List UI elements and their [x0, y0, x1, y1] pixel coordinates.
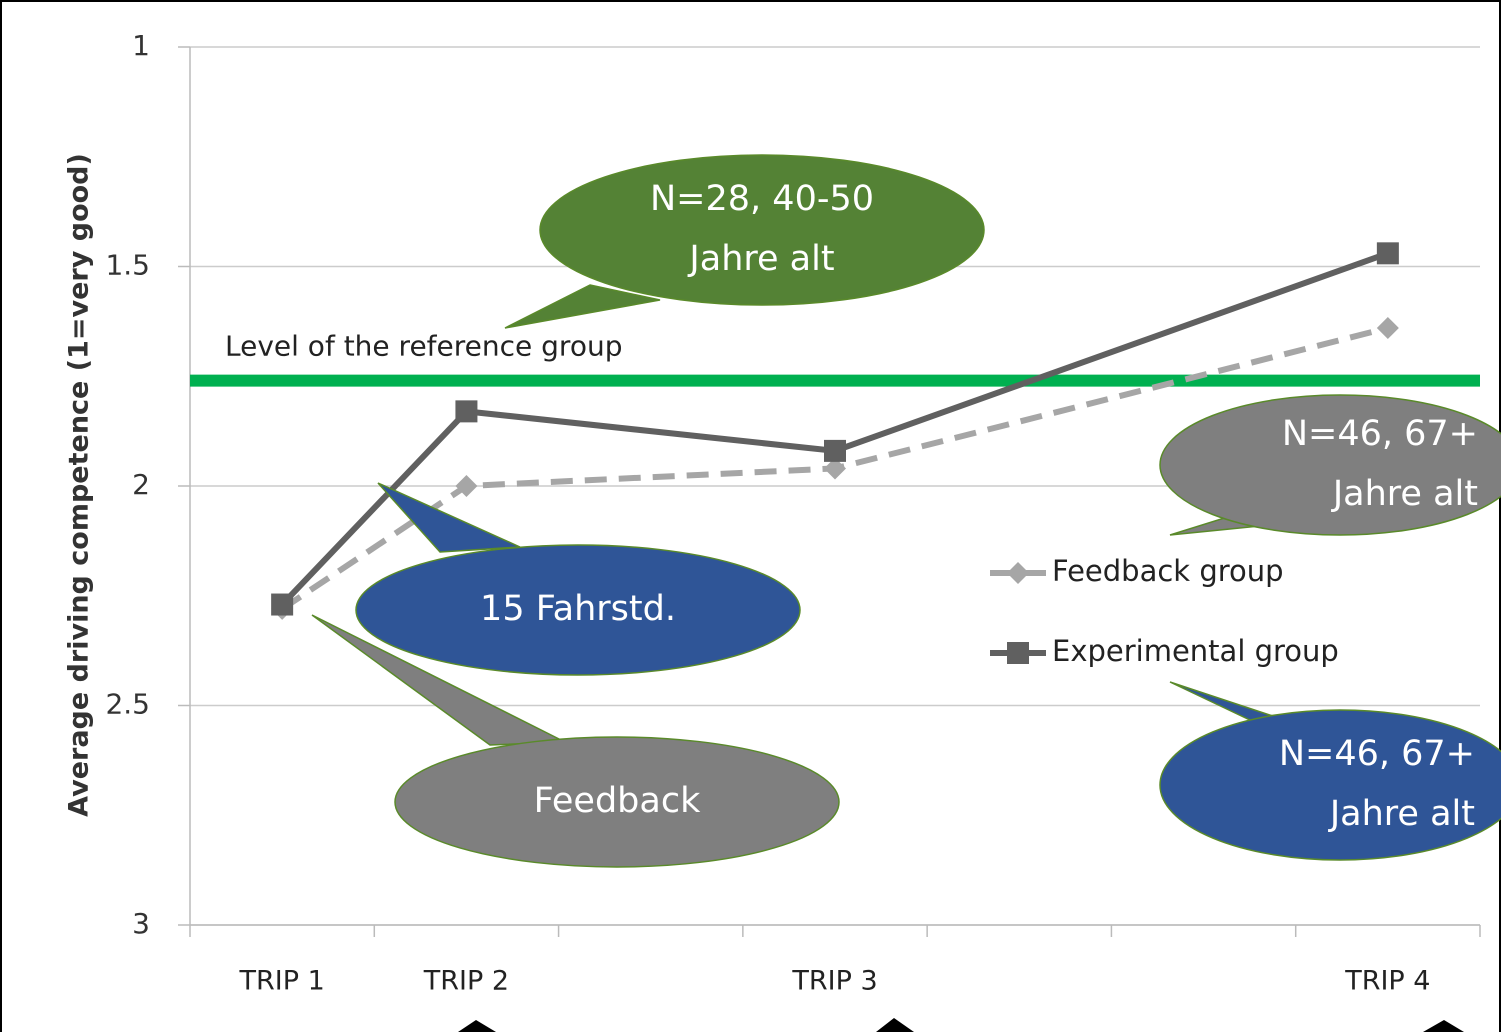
callout-text: N=46, 67+ — [1282, 414, 1478, 454]
callout — [355, 544, 801, 676]
point — [824, 439, 846, 462]
y-tick-label: 1.5 — [105, 249, 150, 282]
point — [455, 475, 478, 497]
point — [271, 593, 294, 616]
y-axis-label: Average driving competence (1=very good) — [64, 153, 95, 817]
arrow-tip — [458, 1020, 496, 1032]
legend-label: Feedback group — [1052, 554, 1284, 588]
callout-text: N=28, 40-50 — [650, 179, 874, 219]
x-tick-label: TRIP 3 — [791, 966, 877, 997]
callout — [539, 154, 985, 306]
x-tick-label: TRIP 1 — [239, 966, 325, 997]
arrow-tip — [876, 1018, 914, 1032]
point — [1007, 642, 1029, 664]
y-tick-label: 2.5 — [105, 688, 150, 721]
point — [824, 457, 846, 480]
x-tick-label: TRIP 4 — [1344, 966, 1430, 997]
callout-text: N=46, 67+ — [1279, 734, 1475, 774]
reference-label: Level of the reference group — [225, 330, 622, 363]
series-line — [279, 250, 1389, 607]
legend-label: Experimental group — [1052, 634, 1339, 668]
callout-text: 15 Fahrstd. — [480, 589, 676, 629]
x-tick-label: TRIP 2 — [423, 966, 509, 997]
y-tick-label: 2 — [132, 468, 150, 501]
point — [1376, 242, 1399, 265]
point — [455, 400, 478, 423]
callout — [394, 736, 840, 868]
point — [1007, 562, 1029, 584]
callout-tail — [504, 284, 661, 329]
callout-text: Jahre alt — [687, 239, 834, 279]
point — [1376, 316, 1399, 339]
series-line — [280, 325, 1389, 612]
callout-tail — [377, 482, 521, 553]
callout-text: Jahre alt — [1331, 474, 1478, 514]
arrow-tip — [1423, 1020, 1464, 1032]
callout — [1159, 394, 1501, 536]
callout-text: Jahre alt — [1328, 794, 1475, 834]
callout — [1159, 709, 1501, 861]
callout-text: Feedback — [534, 781, 701, 821]
y-tick-label: 1 — [132, 29, 150, 62]
y-tick-label: 3 — [132, 907, 150, 940]
